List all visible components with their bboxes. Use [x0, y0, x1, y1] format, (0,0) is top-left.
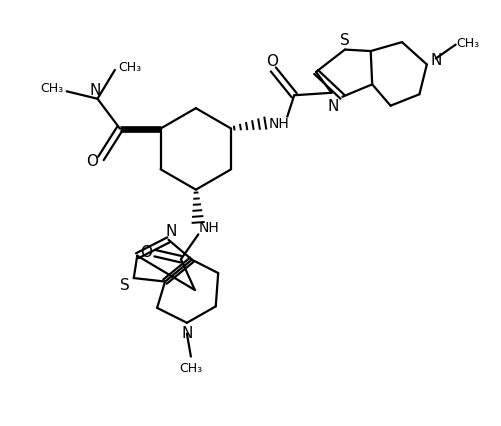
Text: CH₃: CH₃: [456, 37, 479, 49]
Text: N: N: [181, 325, 192, 340]
Text: N: N: [165, 224, 177, 239]
Text: O: O: [267, 54, 279, 69]
Text: CH₃: CH₃: [40, 82, 63, 95]
Text: S: S: [340, 33, 350, 48]
Text: S: S: [120, 277, 130, 292]
Text: CH₃: CH₃: [118, 61, 141, 74]
Text: NH: NH: [199, 220, 219, 234]
Text: O: O: [87, 154, 99, 169]
Text: N: N: [328, 99, 339, 114]
Text: CH₃: CH₃: [179, 361, 202, 374]
Text: O: O: [140, 245, 152, 259]
Text: NH: NH: [269, 116, 290, 130]
Text: N: N: [89, 83, 101, 98]
Text: N: N: [430, 53, 441, 68]
